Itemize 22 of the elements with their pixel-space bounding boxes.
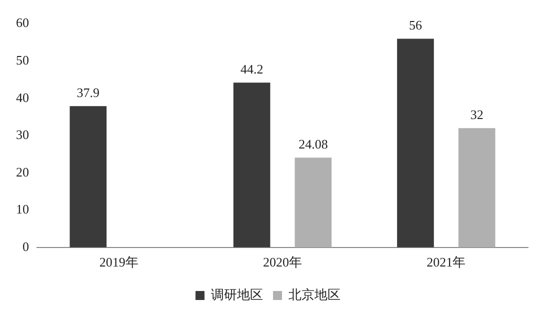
data-label: 44.2	[240, 62, 264, 77]
y-tick-label: 60	[16, 15, 29, 30]
data-label: 24.08	[298, 136, 328, 152]
y-tick-label: 40	[16, 90, 29, 105]
x-tick-label: 2019年	[99, 254, 138, 270]
bar	[294, 158, 332, 248]
bar	[70, 106, 107, 248]
data-label: 56	[408, 18, 422, 33]
data-label: 32	[470, 107, 484, 122]
bar	[397, 38, 434, 248]
y-tick-label: 10	[16, 202, 29, 217]
x-tick-label: 2021年	[426, 254, 466, 270]
legend-label: 调研地区	[211, 286, 263, 302]
y-tick-label: 20	[16, 164, 29, 180]
x-tick-label: 2020年	[263, 254, 302, 270]
y-tick-label: 0	[22, 238, 29, 254]
legend-label: 北京地区	[288, 286, 340, 302]
data-label: 37.9	[76, 85, 100, 100]
y-tick-label: 30	[16, 127, 29, 142]
bar	[458, 128, 496, 248]
y-tick-label: 50	[16, 52, 29, 68]
bar	[233, 82, 270, 248]
